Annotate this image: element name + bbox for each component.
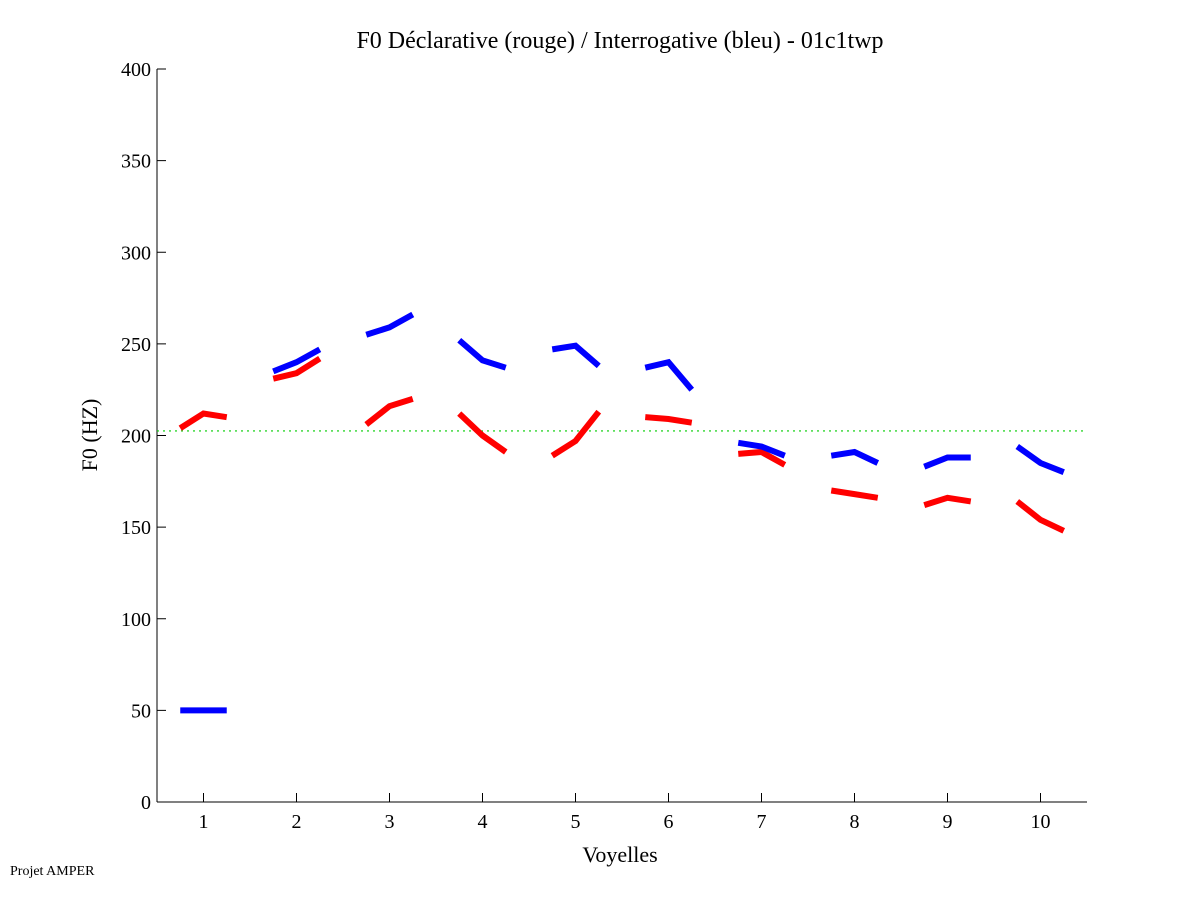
declarative-segment-8 bbox=[830, 487, 879, 501]
x-tick-label: 6 bbox=[664, 811, 674, 833]
x-tick-label: 7 bbox=[757, 811, 767, 833]
y-tick-label: 350 bbox=[121, 151, 151, 173]
chart-title: F0 Déclarative (rouge) / Interrogative (… bbox=[356, 28, 883, 54]
x-axis-label: Voyelles bbox=[582, 842, 657, 867]
y-tick-label: 250 bbox=[121, 334, 151, 356]
interrogative-segment-2 bbox=[272, 346, 322, 375]
x-tick-label: 10 bbox=[1031, 811, 1051, 833]
interrogative-segment-10 bbox=[1015, 444, 1065, 475]
x-tick-label: 3 bbox=[385, 811, 395, 833]
y-tick-label: 150 bbox=[121, 517, 151, 539]
interrogative-segment-8 bbox=[830, 448, 880, 466]
x-tick-label: 4 bbox=[478, 811, 488, 833]
declarative-segment-2 bbox=[272, 355, 322, 382]
declarative-segment-5 bbox=[550, 409, 602, 459]
declarative-segment-1 bbox=[178, 410, 228, 431]
y-tick-label: 200 bbox=[121, 426, 151, 448]
interrogative-segment-5 bbox=[551, 342, 601, 369]
y-tick-label: 300 bbox=[121, 242, 151, 264]
declarative-segment-4 bbox=[457, 411, 508, 455]
x-tick-label: 8 bbox=[850, 811, 860, 833]
y-axis-label: F0 (HZ) bbox=[77, 399, 102, 472]
interrogative-segment-9 bbox=[923, 454, 971, 470]
declarative-segment-6 bbox=[645, 414, 693, 426]
y-tick-label: 50 bbox=[131, 700, 151, 722]
interrogative-segment-4 bbox=[457, 337, 507, 371]
x-tick-label: 5 bbox=[571, 811, 581, 833]
interrogative-segment-7 bbox=[737, 439, 786, 459]
declarative-segment-9 bbox=[923, 494, 972, 508]
footer-credit: Projet AMPER bbox=[10, 864, 95, 879]
y-tick-label: 400 bbox=[121, 59, 151, 81]
x-tick-label: 1 bbox=[199, 811, 209, 833]
interrogative-segment-6 bbox=[644, 358, 695, 392]
x-tick-label: 2 bbox=[292, 811, 302, 833]
x-tick-label: 9 bbox=[943, 811, 953, 833]
y-tick-label: 100 bbox=[121, 609, 151, 631]
y-tick-label: 0 bbox=[141, 792, 151, 814]
declarative-segment-10 bbox=[1015, 499, 1066, 534]
declarative-segment-7 bbox=[738, 448, 787, 468]
declarative-segment-3 bbox=[364, 395, 414, 427]
interrogative-segment-3 bbox=[365, 311, 415, 338]
